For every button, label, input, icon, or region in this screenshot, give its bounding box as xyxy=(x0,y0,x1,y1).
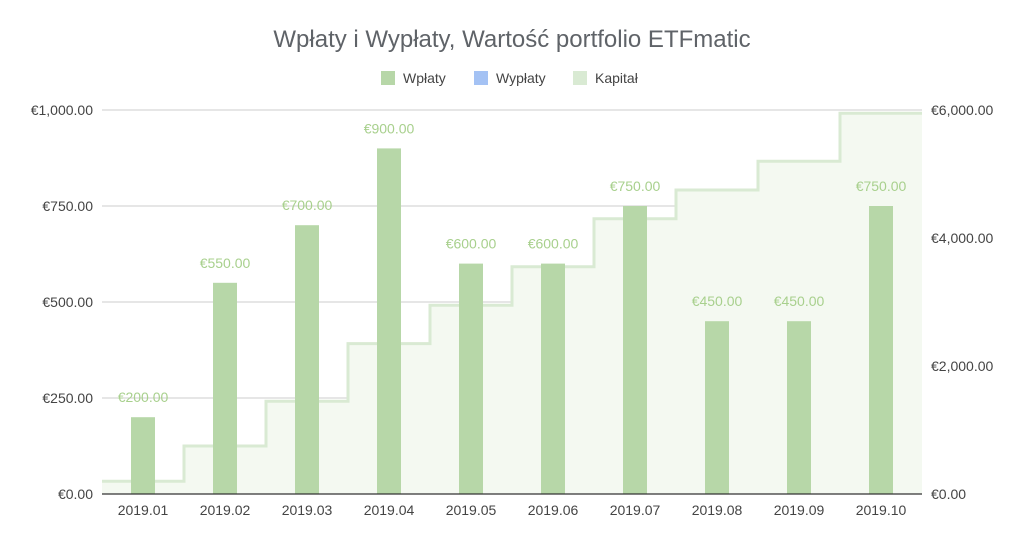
y-right-tick-label: €4,000.00 xyxy=(931,230,993,246)
bar-wplaty xyxy=(705,321,729,494)
data-label: €600.00 xyxy=(528,236,579,252)
y-right-tick-labels: €0.00 €2,000.00 €4,000.00 €6,000.00 xyxy=(931,102,993,502)
data-label: €200.00 xyxy=(118,389,169,405)
data-label: €700.00 xyxy=(282,197,333,213)
bar-wplaty xyxy=(295,225,319,494)
bar-wplaty xyxy=(869,206,893,494)
chart-title: Wpłaty i Wypłaty, Wartość portfolio ETFm… xyxy=(273,26,750,53)
data-label: €550.00 xyxy=(200,255,251,271)
y-left-tick-labels: €0.00 €250.00 €500.00 €750.00 €1,000.00 xyxy=(31,102,94,502)
y-left-tick-label: €250.00 xyxy=(42,390,93,406)
kapital-line xyxy=(102,111,922,483)
x-tick-label: 2019.02 xyxy=(200,502,251,518)
y-right-tick-label: €0.00 xyxy=(931,486,966,502)
bar-wplaty xyxy=(131,417,155,494)
x-tick-label: 2019.07 xyxy=(610,502,661,518)
x-tick-labels: 2019.01 2019.02 2019.03 2019.04 2019.05 2019.… xyxy=(118,502,907,518)
bar-wplaty xyxy=(541,263,565,494)
data-label: €450.00 xyxy=(692,293,743,309)
data-label: €750.00 xyxy=(610,178,661,194)
x-tick-label: 2019.08 xyxy=(692,502,743,518)
legend-swatch-0 xyxy=(381,71,395,85)
bar-wplaty xyxy=(377,148,401,494)
x-tick-label: 2019.10 xyxy=(856,502,907,518)
x-tick-label: 2019.01 xyxy=(118,502,169,518)
legend-swatch-2 xyxy=(573,71,587,85)
data-label: €750.00 xyxy=(856,178,907,194)
y-left-tick-label: €500.00 xyxy=(42,294,93,310)
x-tick-label: 2019.05 xyxy=(446,502,497,518)
bar-wplaty xyxy=(787,321,811,494)
x-tick-label: 2019.06 xyxy=(528,502,579,518)
x-tick-label: 2019.09 xyxy=(774,502,825,518)
legend-label: Wypłaty xyxy=(496,70,546,86)
bar-wplaty xyxy=(213,282,237,494)
y-left-tick-label: €0.00 xyxy=(58,486,93,502)
x-tick-label: 2019.03 xyxy=(282,502,333,518)
bars xyxy=(131,148,893,494)
data-label: €600.00 xyxy=(446,236,497,252)
legend-swatch-1 xyxy=(474,71,488,85)
y-left-tick-label: €750.00 xyxy=(42,198,93,214)
y-right-tick-label: €6,000.00 xyxy=(931,102,993,118)
data-label: €450.00 xyxy=(774,293,825,309)
legend-label: Kapitał xyxy=(595,70,639,86)
data-label: €900.00 xyxy=(364,120,415,136)
y-right-tick-label: €2,000.00 xyxy=(931,358,993,374)
bar-wplaty xyxy=(623,206,647,494)
y-left-tick-label: €1,000.00 xyxy=(31,102,93,118)
legend: Wpłaty Wypłaty Kapitał xyxy=(381,70,639,86)
legend-label: Wpłaty xyxy=(403,70,446,86)
data-labels: €200.00 €550.00 €700.00 €900.00 €600.00 €600.… xyxy=(118,120,907,405)
x-tick-label: 2019.04 xyxy=(364,502,415,518)
bar-wplaty xyxy=(459,263,483,494)
